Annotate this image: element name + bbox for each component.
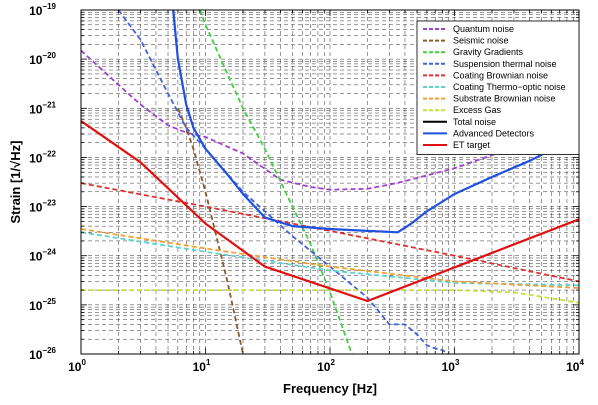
legend-label: Coating Thermo−optic noise <box>453 82 566 92</box>
x-tick-label: 103 <box>442 358 460 374</box>
legend-label: Suspension thermal noise <box>453 59 557 69</box>
legend-label: Total noise <box>453 117 496 127</box>
series-layer <box>81 10 579 354</box>
series-line-2 <box>198 10 353 354</box>
x-tick-labels: 100 101 102 103 104 <box>68 358 584 374</box>
y-axis-label: Strain [1/√Hz] <box>8 141 23 224</box>
y-tick-label: 10−22 <box>29 149 56 165</box>
y-tick-label: 10−24 <box>29 248 56 264</box>
y-tick-label: 10−23 <box>29 199 56 215</box>
x-tick-label: 102 <box>317 358 335 374</box>
legend-label: Seismic noise <box>453 36 509 46</box>
series-line-4 <box>81 182 579 283</box>
legend-label: Gravity Gradients <box>453 47 524 57</box>
y-tick-labels: 10−26 10−25 10−24 10−23 10−22 10−21 10−20 10−19 <box>29 2 56 362</box>
x-tick-label: 100 <box>68 358 86 374</box>
x-tick-label: 101 <box>193 358 211 374</box>
y-tick-label: 10−21 <box>29 100 56 116</box>
series-line-10 <box>81 120 579 303</box>
y-tick-label: 10−26 <box>29 346 56 362</box>
legend-label: ET target <box>453 140 490 150</box>
legend-label: Coating Brownian noise <box>453 70 548 80</box>
y-tick-label: 10−25 <box>29 297 56 313</box>
y-tick-label: 10−20 <box>29 51 56 67</box>
legend-label: Quantum noise <box>453 24 514 34</box>
series-line-1 <box>177 107 244 354</box>
legend-label: Excess Gas <box>453 105 502 115</box>
legend-label: Advanced Detectors <box>453 128 535 138</box>
legend-label: Substrate Brownian noise <box>453 94 556 104</box>
series-line-0 <box>81 49 579 191</box>
x-tick-label: 104 <box>566 358 584 374</box>
series-line-6 <box>81 228 579 289</box>
x-axis-label: Frequency [Hz] <box>283 381 377 396</box>
y-tick-label: 10−19 <box>29 2 56 18</box>
series-line-9 <box>172 10 579 234</box>
